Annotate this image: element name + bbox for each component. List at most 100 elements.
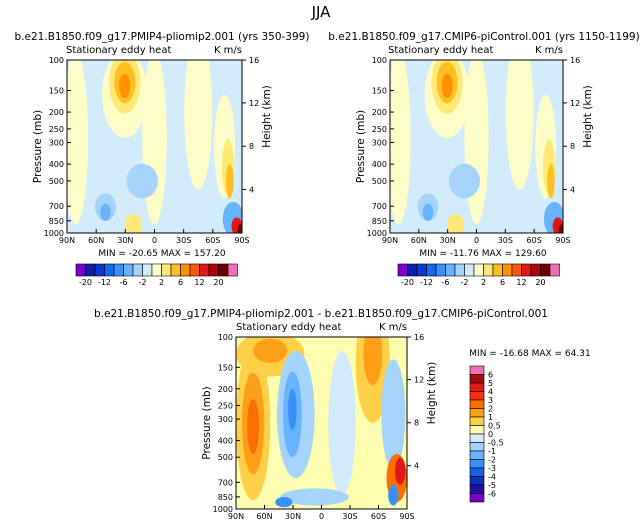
colorbar-swatch [473, 263, 484, 277]
colorbar-swatch [469, 442, 485, 452]
colorbar-swatch [454, 263, 465, 277]
y-axis-label: Pressure (mb) [201, 386, 213, 459]
height-axis-label: Height (km) [582, 85, 594, 148]
y-tick-label: 700 [49, 202, 64, 211]
colorbar-swatch [445, 263, 456, 277]
height-axis-label: Height (km) [426, 362, 438, 425]
y-tick-label: 850 [49, 217, 64, 226]
colorbar-label: 6 [178, 278, 183, 287]
colorbar-label: -2 [488, 456, 496, 465]
x-tick-label: 0 [152, 236, 157, 245]
colorbar-swatch [469, 459, 485, 469]
colorbar-label: 20 [213, 278, 223, 287]
colorbar-label: 20 [535, 278, 545, 287]
positive-region [119, 73, 131, 99]
panel-stats: MIN = -16.68 MAX = 64.31 [469, 349, 590, 359]
colorbar-label: 0 [488, 430, 493, 439]
colorbar-label: -0.5 [488, 439, 504, 448]
colorbar-label: 12 [516, 278, 526, 287]
y-tick-label: 250 [218, 401, 233, 410]
colorbar-swatch [469, 433, 485, 443]
colorbar-swatch [189, 263, 200, 277]
y-tick-label: 1000 [367, 229, 387, 238]
panel-pliomip2: b.e21.B1850.f09_g17.PMIP4-pliomip2.001 (… [15, 31, 310, 287]
y-tick-label: 200 [218, 385, 233, 394]
x-tick-label: 30N [285, 512, 301, 521]
panel-stats: MIN = -11.76 MAX = 129.60 [419, 249, 546, 259]
colorbar-label: -12 [98, 278, 111, 287]
colorbar-label: -5 [488, 481, 496, 490]
colorbar-swatch [483, 263, 494, 277]
y-tick-label: 200 [372, 108, 387, 117]
negative-region [388, 484, 399, 506]
colorbar-swatch [469, 425, 485, 435]
colorbar-swatch [469, 493, 485, 503]
positive-region [464, 60, 489, 225]
y-tick-label: 300 [218, 415, 233, 424]
height-tick-label: 16 [414, 333, 424, 342]
x-tick-label: 60S [205, 236, 220, 245]
y-tick-label: 850 [218, 493, 233, 502]
colorbar-label: -2 [139, 278, 147, 287]
height-tick-label: 16 [570, 56, 580, 65]
colorbar-swatch [218, 263, 229, 277]
y-tick-label: 1000 [44, 229, 64, 238]
y-axis-label: Pressure (mb) [355, 110, 367, 183]
height-tick-label: 4 [570, 185, 575, 194]
colorbar-label: -2 [461, 278, 469, 287]
height-tick-label: 12 [249, 99, 259, 108]
contour-field [67, 60, 242, 233]
colorbar-label: -6 [442, 278, 450, 287]
height-tick-label: 12 [570, 99, 580, 108]
positive-region [247, 398, 260, 454]
colorbar-swatch [113, 263, 124, 277]
colorbar-swatch [407, 263, 418, 277]
x-tick-label: 0 [474, 236, 479, 245]
colorbar-swatch [469, 399, 485, 409]
x-tick-label: 60N [256, 512, 272, 521]
colorbar-swatch [132, 263, 143, 277]
contour-field [236, 337, 407, 509]
y-tick-label: 700 [372, 202, 387, 211]
colorbar-swatch [469, 374, 485, 384]
colorbar-swatch [208, 263, 219, 277]
positive-region [253, 338, 288, 363]
colorbar-label: -3 [488, 464, 496, 473]
colorbar-label: 3 [488, 396, 493, 405]
panel-subtitle: Stationary eddy heat [66, 45, 171, 56]
x-tick-label: 60N [411, 236, 427, 245]
colorbar-swatch [85, 263, 96, 277]
y-tick-label: 300 [372, 139, 387, 148]
positive-region [225, 163, 234, 199]
y-tick-label: 300 [49, 139, 64, 148]
colorbar-swatch [104, 263, 115, 277]
panel-difference: b.e21.B1850.f09_g17.PMIP4-pliomip2.001 -… [94, 308, 591, 521]
colorbar-swatch [469, 408, 485, 418]
positive-region [142, 60, 167, 225]
colorbar-label: 4 [488, 388, 493, 397]
colorbar-swatch [469, 416, 485, 426]
colorbar-label: -1 [488, 447, 496, 456]
positive-region [237, 224, 242, 233]
height-tick-label: 12 [414, 376, 424, 385]
colorbar-swatch [464, 263, 475, 277]
x-tick-label: 0 [319, 512, 324, 521]
colorbar-swatch [469, 391, 485, 401]
colorbar-swatch [469, 450, 485, 460]
x-tick-label: 30N [440, 236, 456, 245]
positive-region [447, 213, 465, 233]
colorbar-swatch [521, 263, 532, 277]
negative-region [126, 163, 158, 199]
panel-units: K m/s [535, 45, 563, 56]
x-tick-label: 60S [527, 236, 542, 245]
y-tick-label: 400 [218, 437, 233, 446]
colorbar-swatch [469, 365, 485, 375]
x-tick-label: 90N [228, 512, 244, 521]
y-tick-label: 400 [49, 160, 64, 169]
colorbar-swatch [75, 263, 86, 277]
panel-title: b.e21.B1850.f09_g17.PMIP4-pliomip2.001 -… [94, 308, 548, 320]
colorbar-label: -12 [420, 278, 433, 287]
panel-picontrol: b.e21.B1850.f09_g17.CMIP6-piControl.001 … [328, 31, 639, 287]
panel-title: b.e21.B1850.f09_g17.CMIP6-piControl.001 … [328, 31, 639, 43]
